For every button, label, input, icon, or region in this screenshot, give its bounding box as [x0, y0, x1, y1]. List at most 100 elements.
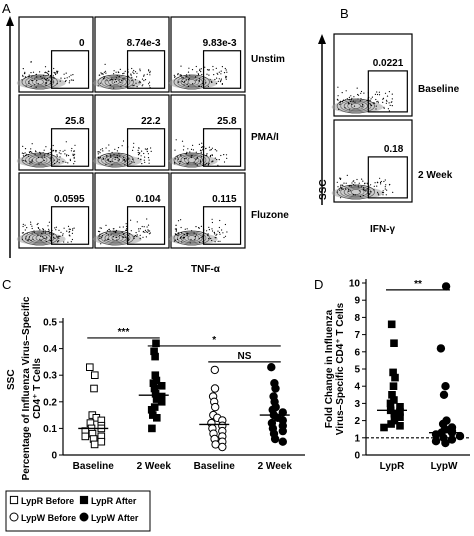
gate-box: [202, 128, 242, 167]
flow-plot: 0.104: [92, 172, 170, 249]
data-point: [278, 426, 287, 436]
y-axis-label: Percentage of Influenza Virus–SpecificCD…: [21, 296, 43, 480]
y-tick-label: 2: [354, 416, 360, 427]
data-point: [211, 402, 220, 412]
gate-percentage: 0.0595: [54, 194, 85, 205]
gate-percentage: 0.104: [136, 194, 161, 205]
flow-plot: 8.74e-3: [92, 16, 170, 93]
gate-percentage: 9.83e-3: [203, 38, 237, 49]
gate-box: [367, 156, 408, 199]
significance-bracket: NS: [208, 351, 281, 363]
legend-item: LypW Before: [9, 512, 76, 523]
x-tick-label: 2 Week: [258, 461, 293, 472]
data-point: [148, 424, 156, 433]
y-tick-label: 0.4: [43, 344, 57, 355]
gate-percentage: 0.115: [212, 194, 237, 205]
data-point: [151, 352, 159, 361]
flow-row-label: Unstim: [251, 54, 285, 65]
data-point: [391, 373, 399, 382]
gate-percentage: 22.2: [141, 116, 161, 127]
flow-col-label: IL-2: [115, 264, 133, 275]
gate-percentage: 0.0221: [373, 58, 404, 69]
panel-label-a: A: [2, 1, 11, 16]
flow-plot: 9.83e-3: [168, 16, 246, 93]
data-point: [270, 434, 280, 444]
data-point: [447, 435, 457, 444]
panel-b-flow-grid: 0.0221 Baseline 0.18 2 Week: [331, 33, 460, 203]
data-point: [90, 440, 99, 449]
y-tick-label: 9: [354, 296, 360, 307]
gate-box: [50, 50, 90, 89]
significance-label: **: [414, 279, 422, 290]
flow-plot: 22.2: [92, 94, 170, 171]
data-point: [278, 437, 287, 446]
panel-label-b: B: [340, 6, 349, 21]
y-axis-label: Fold Change in InfluenzaVirus–Specific C…: [324, 302, 346, 435]
legend-item: LypR Before: [9, 495, 74, 506]
gate-percentage: 25.8: [217, 116, 237, 127]
gate-box: [126, 128, 166, 167]
flow-row-label: 2 Week: [418, 170, 453, 181]
density-cloud: [16, 61, 74, 90]
y-tick-label: 0.2: [43, 397, 57, 408]
y-tick-label: 0.5: [43, 318, 57, 329]
data-point: [436, 344, 446, 353]
data-point: [157, 398, 166, 406]
density-cloud: [92, 140, 152, 168]
significance-bracket: ***: [87, 327, 160, 339]
panel-b-ssc-label: SSC: [318, 179, 329, 200]
y-tick-label: 4: [354, 382, 360, 393]
legend: LypR Before LypR After LypW Before LypW Aft…: [5, 490, 151, 532]
gate-percentage: 0: [79, 38, 85, 49]
density-cloud: [92, 63, 151, 90]
density-cloud: [92, 218, 151, 246]
panel-a-flow-grid: 0 8.74e-3 9.83e-3 Unstim 25.8 22.2 25.8 PMA/I 0.…: [16, 16, 289, 275]
x-tick-label: Baseline: [194, 461, 236, 472]
significance-bracket: *: [147, 335, 281, 347]
data-point: [9, 495, 19, 505]
significance-label: ***: [118, 327, 130, 338]
data-point: [441, 438, 450, 448]
panel-c-chart: 0 0.1 0.2 0.3 0.4 0.5 Baseline 2 Week Baseline 2 …: [21, 296, 305, 480]
y-tick-label: 0.1: [43, 424, 57, 435]
panel-b-ylabel: SSC: [318, 34, 329, 205]
y-tick-label: 8: [354, 313, 360, 324]
gate-box: [126, 50, 166, 89]
data-point: [396, 422, 404, 430]
data-point: [271, 384, 280, 393]
flow-plot: 0.0595: [16, 172, 94, 249]
panel-label-d: D: [314, 277, 323, 292]
significance-bracket: **: [386, 279, 450, 291]
data-point: [387, 420, 395, 428]
data-point: [455, 431, 465, 441]
data-point: [97, 437, 106, 446]
y-tick-label: 0: [354, 451, 360, 462]
data-point: [390, 339, 398, 347]
series-lypw-after: [259, 363, 290, 446]
y-tick-label: 6: [354, 347, 360, 358]
density-cloud: [331, 174, 394, 200]
data-point: [389, 382, 398, 390]
density-cloud: [16, 221, 75, 246]
gate-box: [50, 128, 90, 167]
data-point: [86, 363, 94, 371]
flow-plot: 25.8: [168, 94, 246, 171]
flow-row-label: PMA/I: [251, 132, 279, 143]
y-tick-label: 0.3: [43, 371, 57, 382]
y-tick-label: 3: [354, 399, 360, 410]
panel-label-c: C: [2, 277, 11, 292]
legend-label: LypW Before: [21, 513, 76, 523]
data-point: [90, 384, 98, 393]
data-point: [9, 512, 19, 522]
x-tick-label: LypW: [431, 461, 458, 472]
significance-label: *: [212, 335, 216, 346]
gate-box: [126, 206, 166, 245]
density-cloud: [168, 139, 228, 168]
legend-label: LypW After: [91, 513, 139, 523]
data-point: [431, 437, 441, 446]
legend-item: LypR After: [79, 495, 137, 506]
flow-row-label: Fluzone: [251, 210, 289, 221]
series-lypw-before: [199, 365, 230, 452]
legend-label: LypR After: [91, 496, 137, 506]
x-tick-label: 2 Week: [137, 461, 172, 472]
